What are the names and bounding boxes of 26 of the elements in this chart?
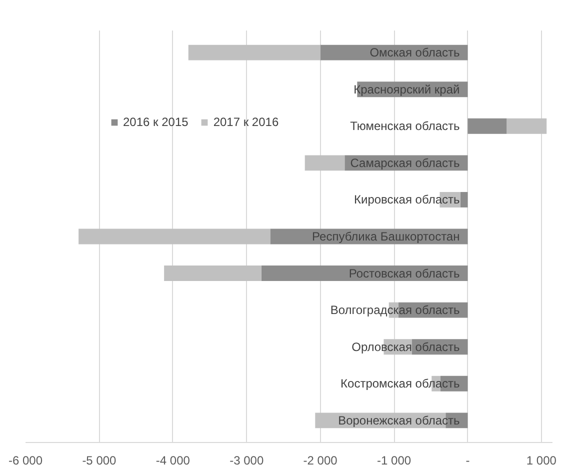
y-tick-label: Ростовская область (348, 266, 460, 280)
y-tick-label: Тюменская область (350, 119, 460, 134)
x-tick-label: -1 000 (377, 454, 412, 468)
bar (460, 192, 468, 208)
bar (304, 155, 345, 171)
bar (188, 44, 320, 60)
y-tick-label: Республика Башкортостан (312, 230, 460, 244)
x-tick-label: -3 000 (230, 454, 264, 468)
x-tick-label: - (466, 454, 470, 468)
x-tick-label: -5 000 (82, 454, 117, 468)
y-tick-label: Самарская область (350, 156, 460, 170)
legend-label: 2016 к 2015 (123, 115, 188, 129)
y-tick-label: Кировская область (354, 192, 460, 207)
bar (78, 228, 270, 244)
y-tick-label: Омская область (370, 46, 460, 60)
bar (164, 266, 262, 282)
bar (468, 118, 507, 134)
x-tick-label: -2 000 (303, 454, 338, 468)
y-tick-label: Воронежская область (338, 413, 460, 428)
y-tick-label: Костромская область (340, 376, 460, 391)
x-tick-label: -6 000 (8, 454, 43, 468)
y-tick-label: Орловская область (352, 340, 460, 354)
x-tick-label: 1 000 (526, 454, 557, 468)
legend-label: 2017 к 2016 (213, 115, 279, 129)
bar (506, 118, 547, 134)
x-tick-label: -4 000 (156, 454, 190, 468)
